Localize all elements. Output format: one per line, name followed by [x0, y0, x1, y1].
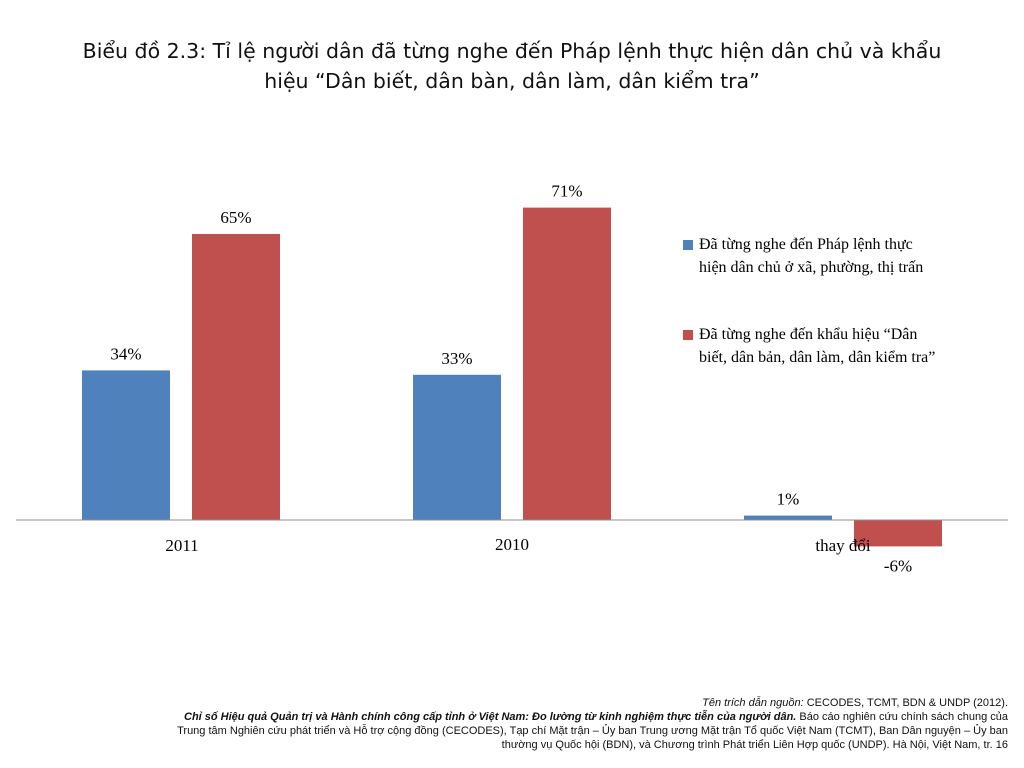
legend-item-red: Đã từng nghe đến khẩu hiệu “Dân biết, dâ… [683, 323, 1003, 369]
bars-group [82, 207, 942, 547]
citation-line-3: Trung tâm Nghiên cứu phát triển và Hỗ tr… [177, 725, 1008, 737]
data-label-series2-thay-đổi: -6% [884, 556, 912, 575]
legend-label-red-line-1: Đã từng nghe đến khẩu hiệu “Dân [699, 326, 918, 343]
category-label-2011: 2011 [165, 536, 198, 555]
data-label-series2-2011: 65% [220, 208, 251, 227]
bar-series1-2010 [413, 374, 501, 520]
labels-group: 34% 33% 1% 65% 71% -6% 2011 2010 thay đổi [110, 182, 912, 576]
bar-series1-thay-đổi [744, 515, 832, 520]
legend-item-blue: Đã từng nghe đến Pháp lệnh thực hiện dân… [683, 233, 1003, 279]
category-label-thay-đổi: thay đổi [815, 536, 871, 555]
legend-label-blue-line-2: hiện dân chủ ở xã, phường, thị trấn [699, 259, 924, 276]
bar-series1-2011 [82, 370, 170, 520]
legend-swatch-red [683, 330, 693, 340]
citation-source-text: CECODES, TCMT, BDN & UNDP (2012). [803, 697, 1008, 709]
legend-label-red-line-2: biết, dân bản, dân làm, dân kiểm tra” [699, 349, 936, 366]
legend: Đã từng nghe đến Pháp lệnh thực hiện dân… [683, 233, 1003, 413]
data-label-series2-2010: 71% [551, 182, 582, 201]
bar-series2-thay-đổi [854, 520, 942, 547]
chart-title: Biểu đồ 2.3: Tỉ lệ người dân đã từng ngh… [60, 36, 964, 96]
citation-line-2: Chỉ số Hiệu quả Quản trị và Hành chính c… [18, 710, 1008, 724]
citation-line-1: Tên trích dẫn nguồn: CECODES, TCMT, BDN … [18, 696, 1008, 710]
legend-label-blue-line-1: Đã từng nghe đến Pháp lệnh thực [699, 236, 913, 253]
data-label-series1-thay-đổi: 1% [777, 490, 800, 509]
bar-series2-2010 [523, 207, 611, 520]
data-label-series1-2010: 33% [441, 349, 472, 368]
source-citation: Tên trích dẫn nguồn: CECODES, TCMT, BDN … [18, 696, 1008, 752]
citation-report-title: Chỉ số Hiệu quả Quản trị và Hành chính c… [184, 711, 797, 723]
citation-report-desc: Báo cáo nghiên cứu chính sách chung của [796, 711, 1008, 723]
chart-title-line-1: Biểu đồ 2.3: Tỉ lệ người dân đã từng ngh… [82, 39, 942, 63]
legend-swatch-blue [683, 240, 693, 250]
bar-chart: 34% 33% 1% 65% 71% -6% 2011 2010 thay đổi [16, 182, 1008, 576]
category-label-2010: 2010 [495, 535, 529, 554]
citation-source-label: Tên trích dẫn nguồn: [702, 697, 804, 709]
bar-series2-2011 [192, 234, 280, 520]
data-label-series1-2011: 34% [110, 344, 141, 363]
citation-line-4: thường vụ Quốc hội (BDN), và Chương trìn… [501, 739, 1008, 751]
chart-title-line-2: hiệu “Dân biết, dân bàn, dân làm, dân ki… [264, 69, 760, 93]
